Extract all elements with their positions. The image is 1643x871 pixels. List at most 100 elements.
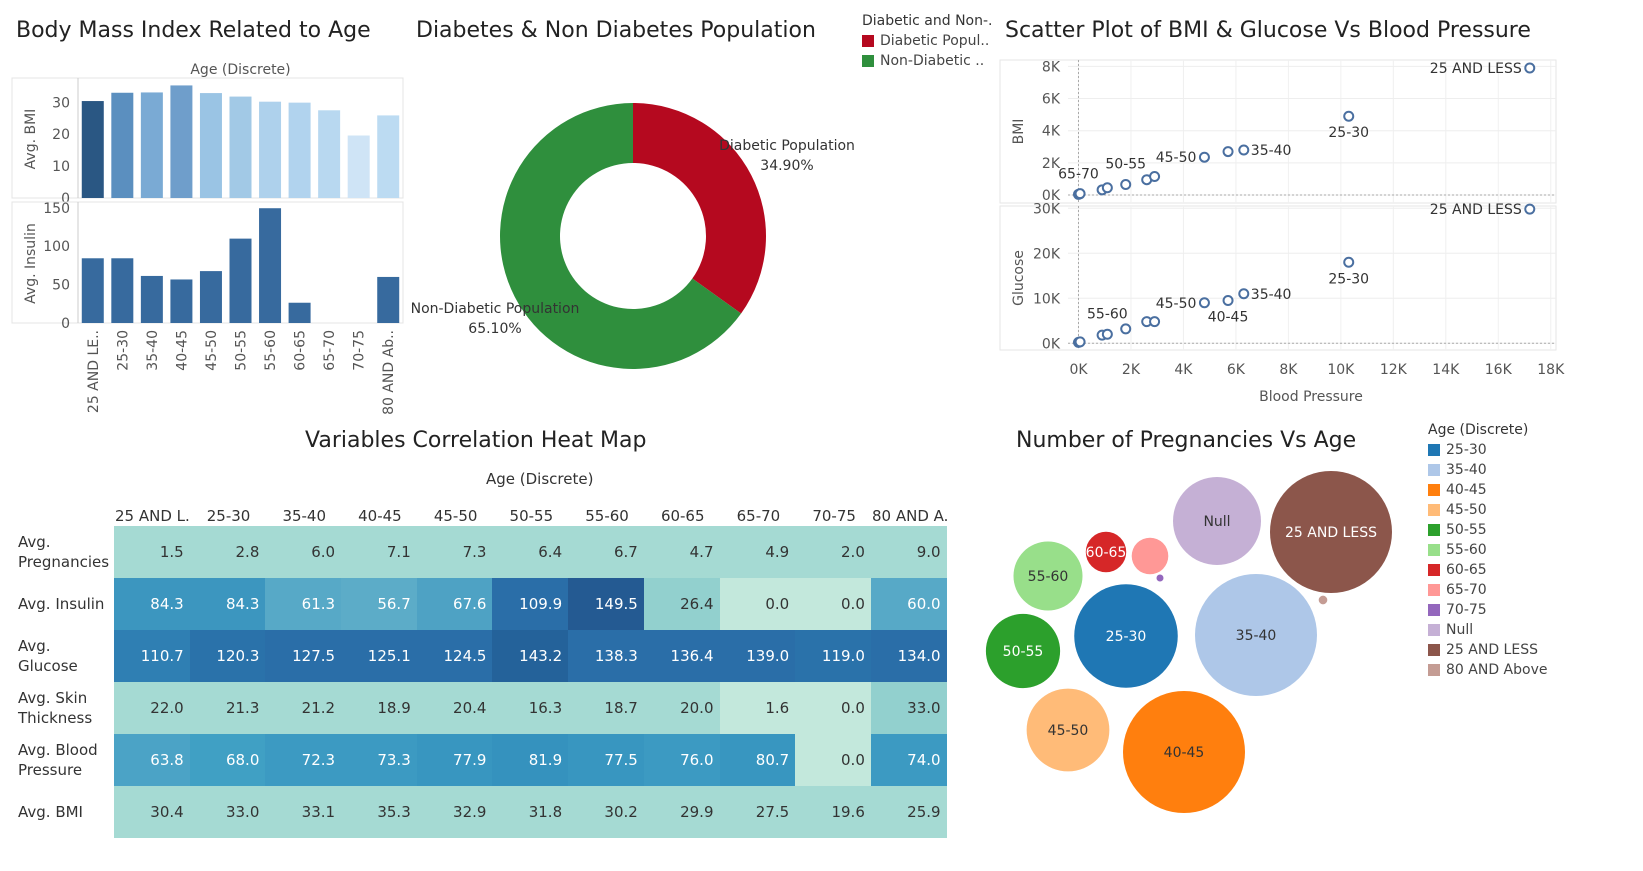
heatmap-cell: 109.9: [492, 578, 569, 630]
heatmap-cell: 16.3: [492, 682, 569, 734]
bubble-legend-item[interactable]: 50-55: [1428, 520, 1568, 540]
heatmap-table: Avg. Pregnancies 1.5 2.8 6.0 7.1 7.3 6.4 6.7 4.7…: [14, 526, 947, 838]
heatmap-cell: 21.2: [265, 682, 342, 734]
scatter-title: Scatter Plot of BMI & Glucose Vs Blood P…: [1005, 18, 1531, 43]
bubble-legend-item[interactable]: 65-70: [1428, 580, 1568, 600]
bubble-legend-item[interactable]: 70-75: [1428, 600, 1568, 620]
scatter-point: [1524, 62, 1536, 74]
bubble-legend-item[interactable]: 55-60: [1428, 540, 1568, 560]
legend-label: Non-Diabetic ..: [880, 53, 985, 69]
donut-legend-item[interactable]: Diabetic Popul..: [862, 31, 992, 51]
scatter-point: [1120, 179, 1132, 191]
scatter-point: [1120, 323, 1132, 335]
heatmap-cell: 80.7: [719, 734, 796, 786]
scatter-point-label: 40-45: [1208, 310, 1249, 326]
legend-swatch: [1428, 484, 1440, 496]
scatter-point: [1074, 336, 1086, 348]
bubble-legend-item[interactable]: 40-45: [1428, 480, 1568, 500]
scatter-chart: 0K 2K 4K 6K 8K BMI 25 AND LESS 25-30 35-40 45-50 5…: [999, 59, 1565, 405]
heatmap-cell: 33.0: [189, 786, 266, 838]
heatmap-cell: 72.3: [265, 734, 342, 786]
bar-y-axis-title: Avg. Insulin: [23, 223, 39, 304]
bar-x-tick-label: 25 AND LE..: [86, 330, 102, 413]
bar-y-tick-label: 50: [52, 278, 70, 294]
legend-label: 60-65: [1446, 562, 1487, 578]
bubble-legend-item[interactable]: 25-30: [1428, 440, 1568, 460]
scatter-point: [1101, 182, 1113, 194]
heatmap-cell: 4.7: [643, 526, 720, 578]
bubble-legend-item[interactable]: 45-50: [1428, 500, 1568, 520]
bubble-legend-item[interactable]: 25 AND LESS: [1428, 640, 1568, 660]
bar-bmi: [229, 96, 252, 198]
heatmap-cell: 134.0: [870, 630, 947, 682]
scatter-point-label: 35-40: [1251, 143, 1292, 159]
bar-y-tick-label: 10: [52, 159, 70, 175]
scatter-point: [1198, 151, 1210, 163]
scatter-point: [1343, 256, 1355, 268]
donut-slice: [499, 103, 742, 370]
heatmap-column-header: 25 AND L..: [115, 507, 191, 525]
bubble: [1131, 537, 1169, 575]
bar-x-axis-title: Age (Discrete): [190, 62, 290, 78]
bar-x-tick-label: 40-45: [174, 330, 190, 371]
bubble-legend-item[interactable]: 60-65: [1428, 560, 1568, 580]
bubble: [1123, 691, 1245, 813]
heatmap-cell: 2.8: [189, 526, 266, 578]
bar-y-axis-title: Avg. BMI: [23, 109, 39, 170]
scatter-point-label: 35-40: [1251, 287, 1292, 303]
heatmap-cell: 1.5: [114, 526, 190, 578]
scatter-x-tick-label: 18K: [1537, 362, 1565, 378]
bubble-legend-item[interactable]: Null: [1428, 620, 1568, 640]
heatmap-cell: 6.7: [568, 526, 644, 578]
heatmap-cell: 60.0: [870, 578, 947, 630]
heatmap-cell: 125.1: [341, 630, 417, 682]
heatmap-cell: 124.5: [416, 630, 493, 682]
scatter-y-tick-label: 20K: [1033, 246, 1061, 262]
heatmap-column-header: 80 AND A..: [872, 507, 948, 525]
heatmap-cell: 7.3: [416, 526, 493, 578]
scatter-point-label: 50-55: [1105, 157, 1146, 173]
scatter-panel-frame: [999, 59, 1557, 204]
heatmap-row: Avg. Glucose 110.7 120.3 127.5 125.1 124.5 143…: [14, 630, 947, 682]
legend-swatch: [1428, 644, 1440, 656]
scatter-point: [1149, 316, 1161, 328]
scatter-x-tick-label: 16K: [1485, 362, 1513, 378]
legend-label: 50-55: [1446, 522, 1487, 538]
heatmap-cell: 149.5: [568, 578, 644, 630]
bubble-legend-item[interactable]: 80 AND Above: [1428, 660, 1568, 680]
scatter-point: [1222, 295, 1234, 306]
bar-bmi: [288, 102, 311, 198]
heatmap-column-header: 70-75: [812, 507, 856, 525]
heatmap-cell: 127.5: [265, 630, 342, 682]
heatmap-cell: 22.0: [114, 682, 190, 734]
bar-insulin: [81, 258, 104, 323]
heatmap-cell: 27.5: [719, 786, 796, 838]
scatter-x-tick-label: 2K: [1122, 362, 1141, 378]
bubble: [1156, 574, 1164, 582]
bubble-chart: 25 AND LESS 35-40 40-45 25-30 Null 45-50 50-55…: [985, 471, 1392, 813]
scatter-point: [1149, 170, 1161, 182]
heatmap-row: Avg. BMI 30.4 33.0 33.1 35.3 32.9 31.8 30.2 29.9…: [14, 786, 947, 838]
bubble-label: 25 AND LESS: [1285, 525, 1377, 541]
heatmap-row: Avg. Insulin 84.3 84.3 61.3 56.7 67.6 109.9 149…: [14, 578, 947, 630]
bar-insulin: [111, 258, 134, 323]
donut-legend-item[interactable]: Non-Diabetic ..: [862, 51, 992, 71]
heatmap-cell: 119.0: [795, 630, 871, 682]
heatmap-cell: 18.9: [341, 682, 417, 734]
heatmap-cell: 1.6: [719, 682, 796, 734]
bubble-title: Number of Pregnancies Vs Age: [1016, 428, 1357, 453]
heatmap-cell: 21.3: [189, 682, 266, 734]
bubble: [1318, 595, 1328, 605]
heatmap-cell: 77.5: [568, 734, 644, 786]
scatter-point-label: 25-30: [1328, 125, 1369, 141]
scatter-y-tick-label: 8K: [1042, 59, 1061, 75]
bubble-label: 50-55: [1003, 644, 1044, 660]
bmi-age-title: Body Mass Index Related to Age: [16, 18, 371, 43]
bubble-label: 55-60: [1028, 569, 1069, 585]
heatmap-cell: 110.7: [114, 630, 190, 682]
scatter-y-axis-title: BMI: [1011, 119, 1027, 145]
bar-insulin: [199, 271, 222, 323]
bubble-legend-item[interactable]: 35-40: [1428, 460, 1568, 480]
heatmap-cell: 9.0: [870, 526, 947, 578]
scatter-point-label: 25-30: [1328, 271, 1369, 287]
